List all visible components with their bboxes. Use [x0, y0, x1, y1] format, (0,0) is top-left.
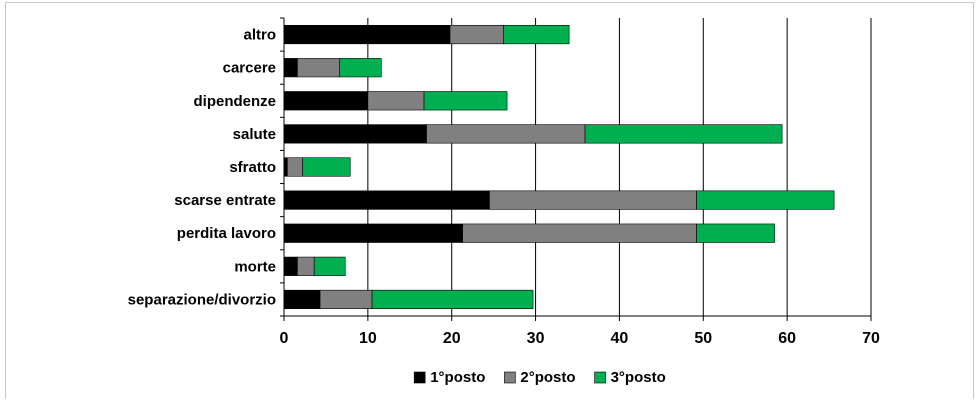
x-tick-label: 50 — [694, 330, 712, 347]
bar-segment — [283, 223, 463, 243]
bar-segment — [283, 124, 427, 144]
bar-segment — [283, 24, 451, 45]
bar-segment — [371, 289, 534, 310]
x-tick-label: 10 — [359, 330, 377, 347]
x-tick-label: 20 — [443, 330, 461, 347]
bar-segment — [367, 91, 425, 111]
x-tick-label: 70 — [862, 330, 880, 347]
legend: 1°posto 2°posto 3°posto — [413, 369, 666, 386]
category-label: dipendenze — [193, 93, 276, 110]
bar-segment — [339, 58, 382, 78]
category-label: scarse entrate — [174, 192, 276, 209]
x-tick-label: 30 — [527, 330, 545, 347]
axes — [280, 17, 872, 321]
gridlines — [367, 18, 872, 316]
bar-segment — [503, 24, 570, 45]
chart-frame: altro carcere dipendenze salute sfratto scars… — [5, 2, 974, 399]
bars — [283, 24, 835, 310]
category-label: morte — [234, 258, 276, 275]
category-label: altro — [243, 27, 276, 44]
category-label: sfratto — [229, 159, 276, 176]
tick-labels: 0 10 20 30 40 50 60 70 — [280, 330, 880, 347]
bar-segment — [283, 58, 298, 78]
bar-segment — [287, 157, 303, 177]
x-tick-label: 40 — [611, 330, 629, 347]
x-tick-label: 0 — [280, 330, 289, 347]
bar-segment — [462, 223, 697, 243]
bar-segment — [319, 289, 373, 310]
category-label: salute — [233, 126, 276, 143]
bar-segment — [283, 157, 288, 177]
bar-segment — [302, 157, 351, 177]
legend-label: 2°posto — [520, 369, 575, 386]
bar-segment — [489, 190, 697, 210]
legend-swatch — [504, 371, 516, 384]
legend-swatch — [413, 371, 426, 384]
category-label: separazione/divorzio — [128, 291, 276, 308]
bar-segment — [297, 256, 315, 276]
legend-label: 1°posto — [430, 369, 485, 386]
x-tick-label: 60 — [778, 330, 796, 347]
bar-segment — [696, 223, 775, 243]
bar-segment — [297, 58, 340, 78]
category-label: carcere — [223, 60, 276, 77]
stacked-bar-chart: altro carcere dipendenze salute sfratto scars… — [128, 17, 880, 386]
category-labels: altro carcere dipendenze salute sfratto scars… — [128, 27, 276, 309]
bar-segment — [449, 24, 505, 45]
legend-label: 3°posto — [611, 369, 666, 386]
bar-segment — [283, 289, 321, 310]
bar-segment — [584, 124, 783, 144]
bar-segment — [423, 91, 508, 111]
bar-segment — [283, 91, 369, 111]
bar-segment — [313, 256, 346, 276]
bar-segment — [283, 256, 298, 276]
category-label: perdita lavoro — [177, 225, 276, 242]
bar-segment — [283, 190, 490, 210]
bar-segment — [426, 124, 586, 144]
legend-swatch — [594, 371, 606, 384]
bar-segment — [696, 190, 835, 210]
